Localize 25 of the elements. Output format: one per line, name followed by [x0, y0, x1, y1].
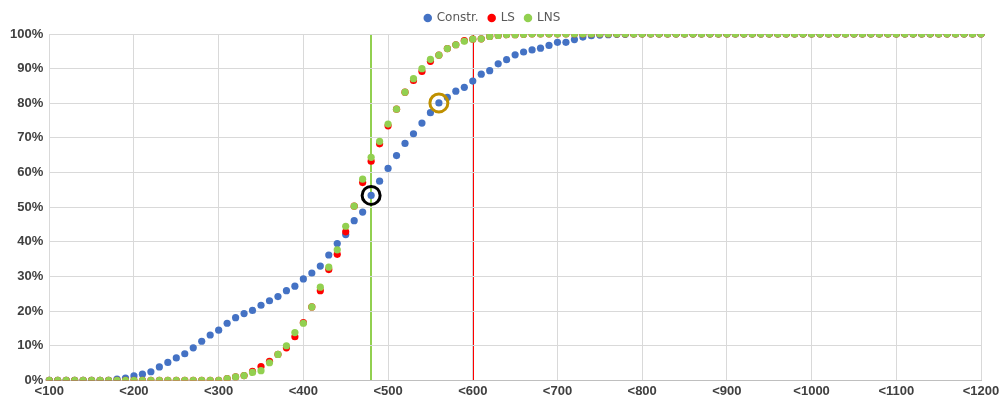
- legend-label: LS: [500, 10, 515, 25]
- y-tick-label: 90%: [17, 60, 44, 76]
- x-tick-label: <1000: [793, 382, 830, 398]
- y-tick-label: 40%: [17, 233, 44, 249]
- x-tick-label: <200: [119, 382, 149, 398]
- y-tick-label: 50%: [17, 198, 44, 214]
- y-tick-label: 0%: [24, 371, 44, 387]
- y-tick-label: 60%: [17, 164, 44, 180]
- y-tick-label: 100%: [10, 25, 44, 41]
- x-tick-label: <900: [712, 382, 742, 398]
- y-tick-label: 70%: [17, 129, 44, 145]
- legend-label: LNS: [536, 10, 561, 25]
- y-tick-label: 20%: [17, 302, 44, 318]
- x-tick-label: <300: [204, 382, 234, 398]
- x-tick-label: <600: [458, 382, 488, 398]
- y-tick-label: 80%: [17, 94, 44, 110]
- legend-label: Constr.: [436, 10, 479, 25]
- x-tick-label: <1200: [962, 382, 1000, 398]
- x-tick-label: <800: [627, 382, 657, 398]
- y-tick-label: 30%: [17, 268, 44, 284]
- x-tick-label: <400: [288, 382, 319, 398]
- y-tick-label: 10%: [17, 337, 44, 353]
- x-tick-label: <500: [373, 382, 403, 398]
- x-tick-label: <1100: [878, 382, 915, 398]
- x-tick-label: <700: [542, 382, 573, 398]
